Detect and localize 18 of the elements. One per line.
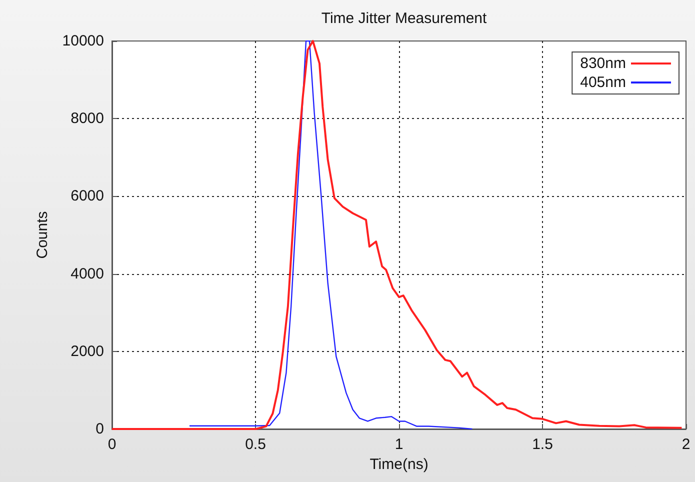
- chart-title: Time Jitter Measurement: [321, 10, 488, 27]
- y-tick-label: 10000: [62, 32, 104, 50]
- y-tick-label: 8000: [70, 110, 104, 128]
- x-tick-label: 1: [394, 436, 404, 453]
- y-tick-label: 4000: [70, 265, 104, 282]
- x-tick-label: 0.5: [245, 436, 266, 453]
- line-series: [188, 40, 473, 430]
- legend-label: 830nm: [580, 55, 626, 72]
- y-axis-title: Counts: [34, 211, 51, 259]
- line-series: [111, 40, 683, 430]
- x-tick-label: 2: [682, 436, 690, 453]
- x-tick-label: 0: [108, 436, 116, 453]
- legend-label: 405nm: [580, 74, 626, 91]
- x-axis-title: Time(ns): [370, 456, 428, 473]
- y-tick-label: 2000: [70, 342, 104, 360]
- y-tick-label: 0: [96, 420, 104, 438]
- y-tick-label: 6000: [70, 188, 104, 205]
- x-tick-label: 1.5: [532, 436, 553, 453]
